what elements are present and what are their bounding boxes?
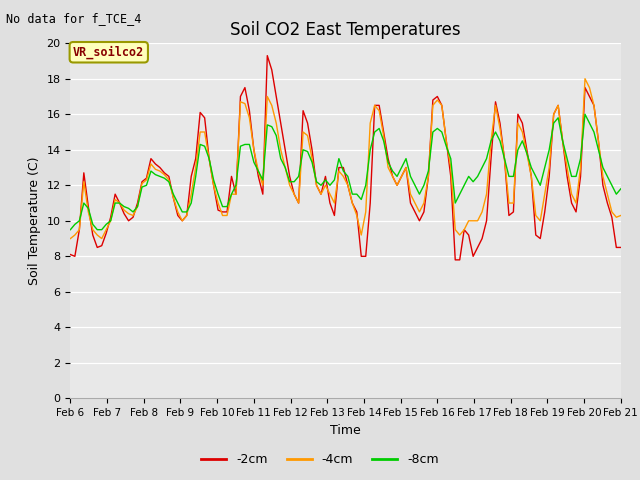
Y-axis label: Soil Temperature (C): Soil Temperature (C): [28, 156, 41, 285]
-2cm: [67, 252, 74, 257]
-2cm: [388, 173, 396, 179]
X-axis label: Time: Time: [330, 424, 361, 437]
-8cm: [228, 191, 236, 197]
-4cm: [384, 165, 392, 170]
-8cm: [170, 191, 177, 197]
-4cm: [228, 191, 236, 197]
-2cm: [313, 182, 321, 188]
Title: Soil CO2 East Temperatures: Soil CO2 East Temperatures: [230, 21, 461, 39]
-4cm: [581, 76, 589, 82]
Line: -8cm: -8cm: [70, 114, 621, 229]
-8cm: [102, 221, 110, 227]
-4cm: [71, 232, 79, 238]
-2cm: [228, 173, 236, 179]
-8cm: [384, 159, 392, 165]
-4cm: [308, 156, 316, 161]
-2cm: [264, 53, 271, 59]
-2cm: [617, 244, 625, 251]
-8cm: [71, 221, 79, 227]
-8cm: [67, 227, 74, 232]
-4cm: [617, 213, 625, 218]
-2cm: [170, 195, 177, 201]
-2cm: [71, 253, 79, 259]
-4cm: [102, 227, 110, 232]
-2cm: [102, 230, 110, 236]
Text: No data for f_TCE_4: No data for f_TCE_4: [6, 12, 142, 25]
Line: -4cm: -4cm: [70, 79, 621, 239]
Line: -2cm: -2cm: [70, 56, 621, 260]
Legend: -2cm, -4cm, -8cm: -2cm, -4cm, -8cm: [196, 448, 444, 471]
-8cm: [617, 186, 625, 192]
-4cm: [170, 195, 177, 201]
Text: VR_soilco2: VR_soilco2: [73, 46, 145, 59]
-4cm: [67, 236, 74, 241]
-8cm: [581, 111, 589, 117]
-2cm: [451, 257, 459, 263]
-8cm: [308, 159, 316, 165]
